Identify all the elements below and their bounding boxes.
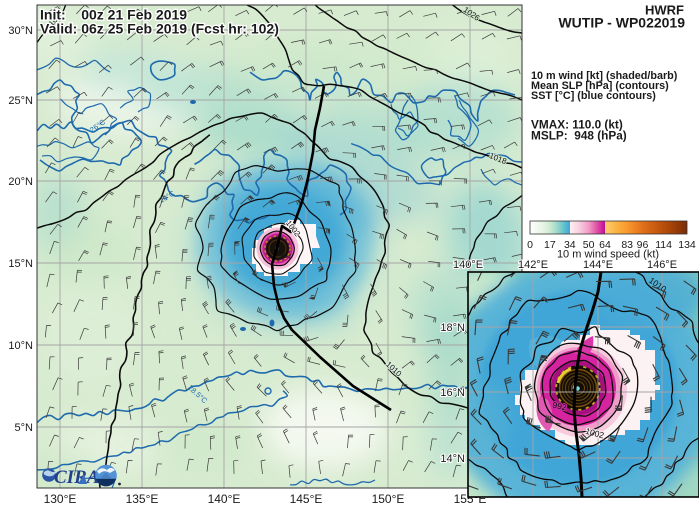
svg-text:16°N: 16°N	[440, 387, 465, 399]
svg-text:25°N: 25°N	[8, 95, 33, 107]
svg-text:10 m wind [kt] (shaded/barb): 10 m wind [kt] (shaded/barb)	[531, 70, 678, 82]
svg-text:VMAX: 110.0 (kt): VMAX: 110.0 (kt)	[531, 117, 623, 131]
svg-text:144°E: 144°E	[583, 259, 613, 271]
svg-text:20°N: 20°N	[8, 176, 33, 188]
svg-text:Init: 00z 21 Feb 2019: Init: 00z 21 Feb 2019	[40, 7, 187, 23]
svg-text:140°E: 140°E	[208, 492, 241, 505]
svg-text:64: 64	[599, 239, 611, 251]
svg-text:18°N: 18°N	[440, 322, 465, 334]
svg-text:5°N: 5°N	[15, 422, 34, 434]
svg-text:SST [°C] (blue contours): SST [°C] (blue contours)	[531, 90, 656, 102]
svg-text:Mean SLP [hPa] (contours): Mean SLP [hPa] (contours)	[531, 80, 669, 92]
svg-text:96: 96	[637, 239, 649, 251]
svg-text:HWRF: HWRF	[645, 3, 684, 18]
svg-text:50: 50	[583, 239, 595, 251]
svg-text:146°E: 146°E	[647, 259, 677, 271]
svg-text:10 m wind speed (kt): 10 m wind speed (kt)	[557, 249, 659, 261]
svg-text:150°E: 150°E	[372, 492, 405, 505]
svg-text:83: 83	[621, 239, 633, 251]
svg-text:992: 992	[552, 400, 568, 413]
svg-text:135°E: 135°E	[126, 492, 159, 505]
svg-text:10°N: 10°N	[8, 340, 33, 352]
svg-text:14°N: 14°N	[440, 453, 465, 465]
svg-text:30°N: 30°N	[8, 25, 33, 37]
svg-text:145°E: 145°E	[290, 492, 323, 505]
svg-text:114: 114	[655, 239, 672, 251]
svg-text:Valid: 06z 25 Feb 2019 (Fcst h: Valid: 06z 25 Feb 2019 (Fcst hr: 102)	[40, 21, 279, 37]
svg-text:134: 134	[678, 239, 696, 251]
svg-text:MSLP: 948 (hPa): MSLP: 948 (hPa)	[531, 128, 627, 142]
svg-text:34: 34	[564, 239, 576, 251]
svg-text:142°E: 142°E	[518, 259, 548, 271]
svg-text:140°E: 140°E	[453, 259, 483, 271]
svg-text:17: 17	[544, 239, 556, 251]
svg-text:130°E: 130°E	[44, 492, 77, 505]
svg-text:994: 994	[279, 252, 292, 261]
svg-text:15°N: 15°N	[8, 258, 33, 270]
svg-text:WUTIP - WP022019: WUTIP - WP022019	[558, 14, 685, 30]
svg-text:CIRA: CIRA	[54, 467, 99, 488]
svg-text:0: 0	[527, 239, 533, 251]
